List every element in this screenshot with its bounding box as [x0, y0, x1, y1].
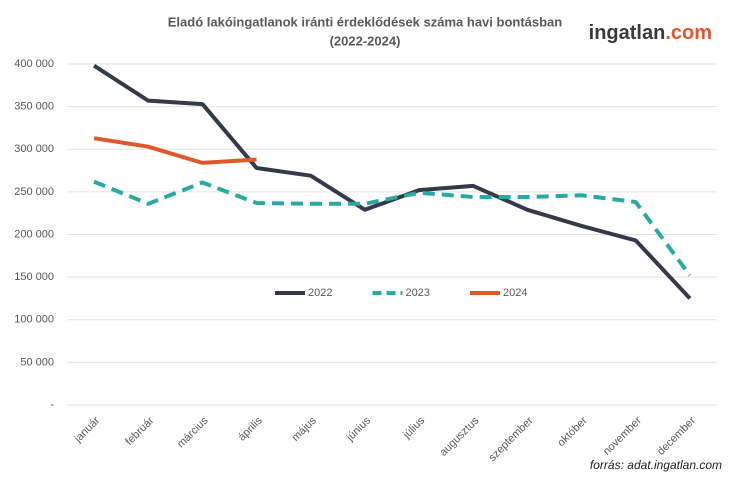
source: forrás: adat.ingatlan.com [590, 458, 722, 472]
x-tick-label: december [655, 414, 698, 457]
x-tick-label: június [344, 414, 374, 444]
series-line [92, 64, 692, 300]
x-tick-label: május [290, 414, 320, 444]
y-tick-label: 100 000 [14, 314, 54, 326]
series-line [93, 179, 692, 277]
x-tick-label: április [236, 414, 265, 443]
logo-name: ingatlan [589, 22, 666, 44]
y-tick-label: 50 000 [20, 356, 54, 368]
series-line [93, 136, 257, 165]
x-tick-label: október [555, 414, 590, 449]
y-tick-label: 350 000 [14, 101, 54, 113]
chart-title: Eladó lakóingatlanok iránti érdeklődések… [168, 14, 563, 29]
logo-suffix: .com [665, 22, 712, 44]
y-tick-label: 150 000 [14, 271, 54, 283]
logo: ingatlan.com [589, 22, 712, 44]
y-tick-label: 250 000 [14, 186, 54, 198]
legend-label: 2022 [308, 287, 332, 299]
x-tick-label: február [123, 414, 156, 447]
x-tick-label: augusztus [437, 414, 481, 458]
legend-label: 2024 [503, 287, 527, 299]
legend-label: 2023 [405, 287, 429, 299]
x-tick-label: szeptember [486, 414, 535, 463]
x-tick-label: július [400, 414, 427, 441]
chart-title: (2022-2024) [330, 33, 401, 48]
y-tick-label: 200 000 [14, 228, 54, 240]
x-tick-label: március [175, 414, 211, 450]
y-tick-label: 400 000 [14, 58, 54, 70]
x-tick-label: január [71, 414, 102, 445]
x-tick-label: november [601, 414, 644, 457]
y-tick-label: - [50, 399, 54, 411]
y-tick-label: 300 000 [14, 143, 54, 155]
